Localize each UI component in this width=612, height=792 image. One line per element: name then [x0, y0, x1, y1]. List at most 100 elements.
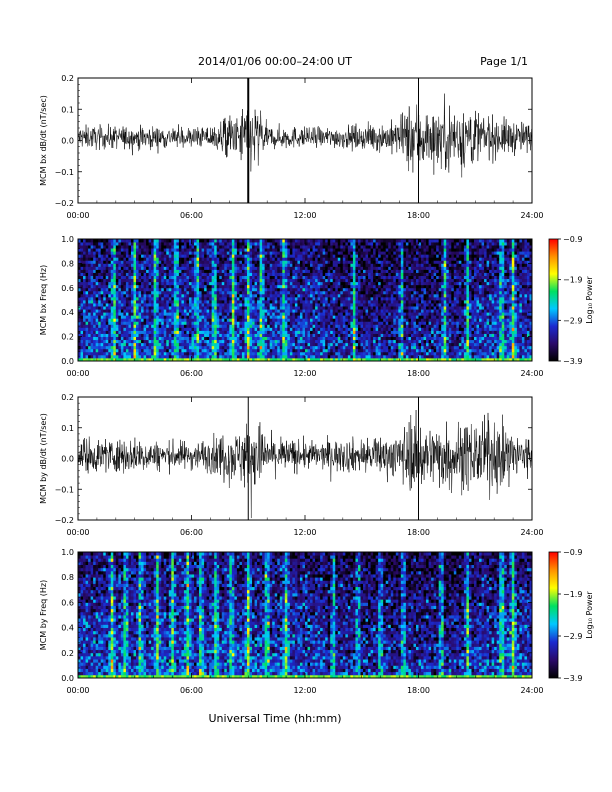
- spectrogram-cell: [307, 239, 311, 243]
- spectrogram-cell: [113, 330, 117, 334]
- spectrogram-cell: [115, 312, 119, 316]
- spectrogram-cell: [317, 260, 321, 264]
- spectrogram-cell: [373, 257, 377, 261]
- spectrogram-cell: [307, 333, 311, 337]
- spectrogram-cell: [332, 284, 336, 289]
- spectrogram-cell: [88, 263, 92, 267]
- spectrogram-cell: [105, 287, 109, 292]
- spectrogram-cell: [176, 263, 180, 267]
- spectrogram-cell: [128, 330, 132, 334]
- spectrogram-cell: [85, 263, 89, 267]
- spectrogram-cell: [327, 248, 331, 252]
- spectrogram-cell: [120, 254, 124, 258]
- spectrogram-cell: [332, 342, 336, 347]
- spectrogram-cell: [287, 260, 291, 264]
- spectrogram-cell: [287, 278, 291, 283]
- spectrogram-cell: [128, 248, 132, 252]
- spectrogram-cell: [196, 263, 200, 267]
- spectrogram-cell: [141, 248, 144, 252]
- spectrogram-cell: [173, 278, 177, 283]
- spectrogram-cell: [297, 342, 301, 347]
- spectrogram-cell: [183, 251, 187, 255]
- spectrogram-cell: [181, 263, 185, 267]
- spectrogram-cell: [365, 300, 369, 304]
- spectrogram-cell: [136, 330, 139, 334]
- spectrogram-cell: [171, 269, 175, 273]
- spectrogram-cell: [279, 281, 283, 286]
- spectrogram-cell: [133, 354, 137, 359]
- spectrogram-cell: [347, 303, 351, 307]
- spectrogram-cell: [363, 290, 366, 295]
- spectrogram-cell: [204, 248, 208, 252]
- spectrogram-cell: [315, 278, 319, 283]
- spectrogram-cell: [173, 351, 177, 356]
- spectrogram-cell: [269, 293, 273, 298]
- spectrogram-cell: [136, 321, 139, 325]
- spectrogram-cell: [163, 336, 167, 341]
- spectrogram-cell: [136, 293, 139, 298]
- spectrogram-cell: [224, 284, 228, 289]
- spectrogram-cell: [214, 278, 218, 283]
- spectrogram-cell: [125, 324, 129, 328]
- spectrogram-cell: [88, 303, 92, 307]
- spectrogram-cell: [191, 315, 195, 319]
- spectrogram-cell: [88, 345, 92, 350]
- spectrogram-cell: [83, 239, 86, 243]
- spectrogram-cell: [138, 306, 142, 310]
- spectrogram-cell: [186, 315, 190, 319]
- spectrogram-cell: [136, 339, 139, 344]
- spectrogram-cell: [199, 312, 202, 316]
- spectrogram-cell: [216, 309, 220, 313]
- spectrogram-cell: [317, 303, 321, 307]
- spectrogram-cell: [103, 327, 107, 331]
- spectrogram-cell: [110, 324, 114, 328]
- spectrogram-cell: [209, 242, 213, 246]
- spectrogram-cell: [342, 336, 346, 341]
- spectrogram-cell: [229, 296, 233, 301]
- spectrogram-cell: [161, 284, 165, 289]
- spectrogram-cell: [246, 281, 250, 286]
- spectrogram-cell: [194, 318, 197, 322]
- spectrogram-cell: [168, 290, 172, 295]
- spectrogram-cell: [257, 357, 260, 362]
- spectrogram-cell: [252, 242, 255, 246]
- spectrogram-cell: [211, 327, 215, 331]
- spectrogram-cell: [257, 263, 260, 267]
- spectrogram-cell: [80, 327, 84, 331]
- spectrogram-cell: [299, 293, 303, 298]
- spectrogram-cell: [262, 324, 266, 328]
- spectrogram-cell: [100, 324, 104, 328]
- spectrogram-cell: [181, 266, 185, 270]
- spectrogram-cell: [249, 351, 253, 356]
- spectrogram-cell: [229, 248, 233, 252]
- spectrogram-cell: [173, 269, 177, 273]
- spectrogram-cell: [143, 351, 147, 356]
- spectrogram-cell: [204, 315, 208, 319]
- spectrogram-cell: [156, 333, 160, 337]
- spectrogram-cell: [360, 348, 364, 353]
- spectrogram-cell: [204, 348, 208, 353]
- spectrogram-cell: [249, 321, 253, 325]
- spectrogram-cell: [234, 239, 238, 243]
- spectrogram-cell: [153, 318, 157, 322]
- spectrogram-cell: [93, 275, 97, 280]
- spectrogram-cell: [183, 330, 187, 334]
- spectrogram-cell: [337, 242, 341, 246]
- spectrogram-cell: [277, 327, 281, 331]
- spectrogram-cell: [156, 300, 160, 304]
- spectrogram-cell: [163, 330, 167, 334]
- spectrogram-cell: [325, 315, 329, 319]
- spectrogram-cell: [274, 266, 278, 270]
- spectrogram-cell: [368, 248, 371, 252]
- spectrogram-cell: [136, 327, 139, 331]
- spectrogram-cell: [201, 296, 205, 301]
- spectrogram-cell: [163, 354, 167, 359]
- spectrogram-cell: [357, 248, 361, 252]
- spectrogram-cell: [204, 330, 208, 334]
- spectrogram-cell: [166, 348, 170, 353]
- spectrogram-cell: [95, 296, 99, 301]
- spectrogram-cell: [153, 239, 157, 243]
- spectrogram-cell: [257, 321, 260, 325]
- spectrogram-cell: [206, 245, 210, 249]
- spectrogram-cell: [171, 296, 175, 301]
